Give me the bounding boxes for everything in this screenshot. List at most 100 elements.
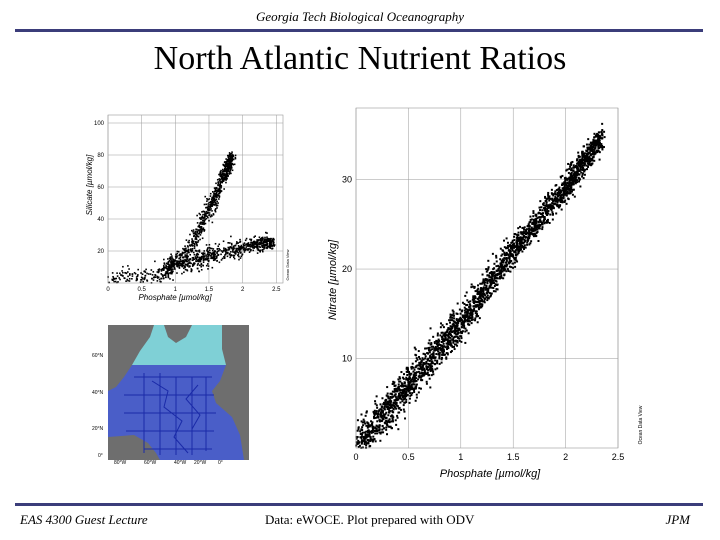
data-point xyxy=(481,300,484,303)
data-point xyxy=(473,285,476,288)
data-point xyxy=(428,368,431,371)
data-point xyxy=(580,162,583,165)
data-point xyxy=(428,364,431,367)
data-point xyxy=(476,288,479,291)
data-point xyxy=(561,187,564,190)
data-point xyxy=(579,166,582,169)
woce-section-map: 60°N 40°N 20°N 0° 80°W 60°W 40°W 20°W 0° xyxy=(92,325,249,467)
data-point xyxy=(577,151,580,154)
data-point xyxy=(430,374,433,377)
data-point xyxy=(214,201,217,204)
data-point xyxy=(568,167,571,170)
data-point xyxy=(505,257,508,260)
data-point xyxy=(400,371,403,374)
data-point xyxy=(534,219,537,222)
data-point xyxy=(140,272,142,274)
data-point xyxy=(557,192,560,195)
data-point xyxy=(511,241,514,244)
data-point xyxy=(582,145,585,148)
data-point xyxy=(538,216,541,219)
data-point xyxy=(463,326,466,329)
data-point xyxy=(465,304,468,307)
data-point xyxy=(193,245,196,248)
data-point xyxy=(545,205,548,208)
data-point xyxy=(236,250,238,252)
data-point xyxy=(499,262,502,265)
data-point xyxy=(218,184,221,186)
data-point xyxy=(521,226,524,229)
data-point xyxy=(508,258,511,261)
data-point xyxy=(495,254,498,257)
data-point xyxy=(440,348,443,351)
data-point xyxy=(385,420,388,423)
data-point xyxy=(431,369,434,372)
data-point xyxy=(505,247,508,250)
data-point xyxy=(230,251,232,253)
data-point xyxy=(444,338,447,341)
data-point xyxy=(217,254,220,256)
map-lat-label-20n: 20°N xyxy=(92,426,104,432)
data-point xyxy=(574,177,577,180)
data-point xyxy=(178,266,181,268)
y-tick-label: 40 xyxy=(97,217,104,223)
data-point xyxy=(441,344,444,347)
data-point xyxy=(220,253,222,256)
data-point xyxy=(230,235,232,238)
data-point xyxy=(482,296,485,299)
map-land-south-america xyxy=(108,435,160,460)
data-point xyxy=(486,294,489,297)
data-point xyxy=(447,334,450,337)
data-point xyxy=(405,388,408,391)
data-point xyxy=(175,253,177,256)
data-point xyxy=(542,202,545,205)
data-point xyxy=(437,341,440,344)
data-point xyxy=(456,319,459,322)
data-point xyxy=(153,276,156,278)
data-point xyxy=(538,225,541,228)
data-point xyxy=(214,210,217,213)
data-point xyxy=(567,182,570,185)
data-point xyxy=(374,429,377,432)
data-point xyxy=(479,295,482,298)
data-point xyxy=(491,273,494,276)
data-point xyxy=(545,203,548,206)
data-point xyxy=(217,202,219,204)
data-point xyxy=(514,233,517,236)
data-point xyxy=(200,262,203,265)
data-point xyxy=(583,173,586,176)
data-point xyxy=(244,239,247,242)
data-point xyxy=(356,442,359,445)
data-point xyxy=(516,235,519,238)
data-point xyxy=(213,255,215,258)
data-point xyxy=(505,259,508,262)
data-point xyxy=(454,328,457,331)
data-point xyxy=(427,342,430,345)
data-point xyxy=(195,258,198,261)
data-point xyxy=(269,239,272,242)
data-point xyxy=(570,167,573,170)
data-point xyxy=(437,347,440,350)
data-point xyxy=(456,333,459,336)
data-point xyxy=(226,163,229,165)
data-point xyxy=(243,247,245,249)
data-point xyxy=(435,339,438,342)
data-point xyxy=(500,272,503,275)
data-point xyxy=(449,341,452,344)
data-point xyxy=(203,210,206,213)
data-point xyxy=(227,163,230,166)
data-point xyxy=(516,241,519,244)
data-point xyxy=(176,263,178,265)
data-point xyxy=(581,172,584,175)
data-point xyxy=(218,188,221,190)
data-point xyxy=(203,255,206,258)
data-point xyxy=(411,362,414,365)
data-point xyxy=(202,261,205,264)
data-point xyxy=(460,337,463,340)
data-point xyxy=(206,257,209,260)
data-point xyxy=(449,316,452,319)
data-point xyxy=(553,192,556,195)
data-point xyxy=(262,244,264,247)
data-point xyxy=(467,320,470,323)
data-point xyxy=(233,254,236,257)
data-point xyxy=(261,246,264,249)
